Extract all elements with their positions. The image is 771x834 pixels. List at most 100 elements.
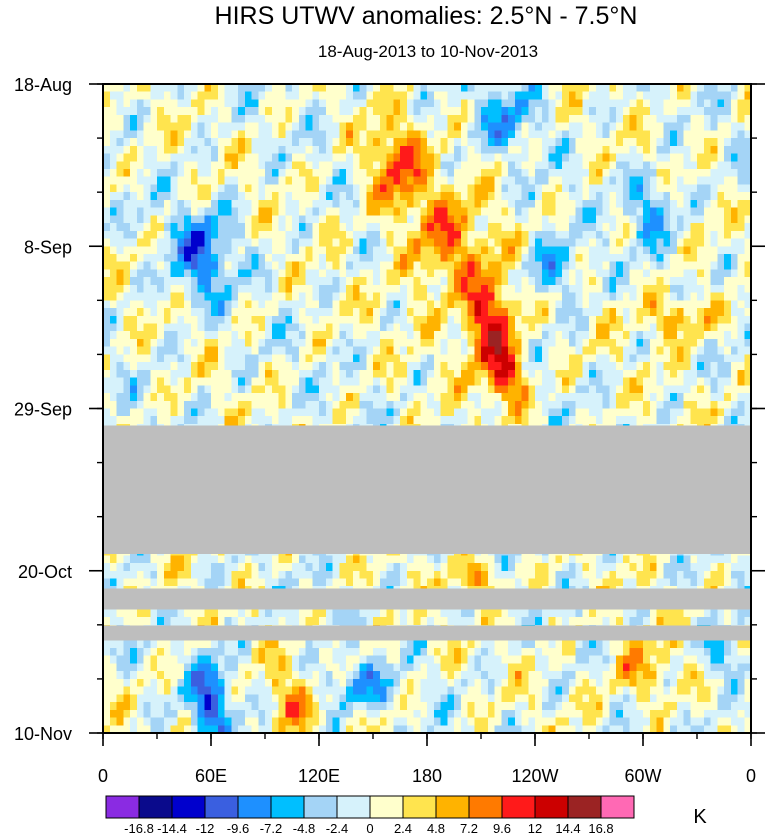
heatmap-cell	[656, 300, 664, 309]
heatmap-cell	[703, 377, 712, 386]
heatmap-cell	[454, 377, 462, 386]
heatmap-cell	[238, 230, 246, 240]
heatmap-cell	[292, 192, 300, 201]
heatmap-cell	[460, 168, 469, 178]
heatmap-cell	[420, 199, 428, 209]
heatmap-cell	[305, 153, 313, 162]
heatmap-cell	[562, 323, 570, 332]
heatmap-cell	[413, 338, 421, 348]
heatmap-cell	[616, 300, 624, 309]
heatmap-cell	[197, 261, 205, 271]
heatmap-cell	[143, 246, 151, 255]
heatmap-cell	[433, 199, 442, 209]
heatmap-cell	[427, 292, 435, 301]
heatmap-cell	[359, 99, 367, 108]
heatmap-cell	[386, 308, 394, 317]
heatmap-cell	[332, 346, 340, 356]
heatmap-cell	[271, 385, 280, 394]
heatmap-cell	[332, 323, 340, 332]
heatmap-cell	[589, 400, 597, 410]
heatmap-cell	[305, 300, 313, 309]
heatmap-cell	[460, 277, 469, 286]
heatmap-cell	[271, 300, 280, 309]
heatmap-cell	[325, 377, 334, 386]
heatmap-cell	[562, 176, 570, 186]
heatmap-cell	[278, 223, 286, 232]
heatmap-cell	[562, 416, 570, 425]
heatmap-cell	[197, 199, 205, 209]
heatmap-cell	[730, 207, 739, 216]
heatmap-cell	[582, 308, 590, 317]
heatmap-cell	[352, 145, 361, 155]
heatmap-cell	[548, 261, 556, 271]
heatmap-cell	[474, 308, 482, 317]
heatmap-cell	[150, 346, 158, 356]
heatmap-cell	[400, 122, 408, 131]
heatmap-cell	[204, 323, 212, 332]
heatmap-cell	[717, 277, 725, 286]
heatmap-cell	[568, 385, 577, 394]
heatmap-cell	[204, 269, 212, 278]
heatmap-cell	[730, 362, 739, 371]
heatmap-cell	[508, 346, 516, 356]
heatmap-cell	[136, 192, 145, 201]
heatmap-cell	[204, 331, 212, 340]
heatmap-cell	[265, 91, 273, 101]
heatmap-cell	[663, 246, 671, 255]
heatmap-cell	[150, 308, 158, 317]
heatmap-cell	[157, 107, 165, 116]
heatmap-cell	[562, 315, 570, 325]
heatmap-cell	[521, 223, 529, 232]
heatmap-cell	[103, 184, 111, 193]
heatmap-cell	[528, 130, 536, 139]
heatmap-cell	[622, 130, 631, 139]
heatmap-cell	[562, 84, 570, 93]
heatmap-cell	[359, 207, 367, 216]
heatmap-cell	[474, 315, 482, 325]
heatmap-cell	[744, 161, 752, 170]
heatmap-cell	[433, 408, 442, 417]
heatmap-cell	[670, 369, 678, 379]
heatmap-cell	[373, 269, 381, 278]
heatmap-cell	[386, 153, 394, 162]
heatmap-cell	[265, 300, 273, 309]
heatmap-cell	[413, 114, 421, 124]
heatmap-cell	[190, 323, 199, 332]
heatmap-cell	[555, 138, 563, 147]
heatmap-cell	[555, 377, 563, 386]
heatmap-cell	[528, 107, 536, 116]
heatmap-cell	[737, 269, 745, 278]
heatmap-cell	[744, 323, 752, 332]
heatmap-cell	[386, 99, 394, 108]
heatmap-cell	[474, 323, 482, 332]
heatmap-cell	[352, 238, 361, 247]
heatmap-cell	[508, 284, 516, 294]
heatmap-cell	[528, 253, 536, 263]
heatmap-cell	[251, 192, 259, 201]
heatmap-cell	[103, 362, 111, 371]
heatmap-cell	[521, 207, 529, 216]
heatmap-cell	[271, 346, 280, 356]
heatmap-cell	[312, 199, 320, 209]
heatmap-cell	[116, 122, 124, 131]
heatmap-cell	[163, 369, 172, 379]
heatmap-cell	[744, 261, 752, 271]
heatmap-cell	[535, 161, 543, 170]
heatmap-cell	[204, 369, 212, 379]
heatmap-cell	[420, 308, 428, 317]
heatmap-cell	[460, 238, 469, 247]
heatmap-cell	[535, 300, 543, 309]
heatmap-cell	[130, 369, 138, 379]
heatmap-cell	[292, 215, 300, 224]
heatmap-cell	[501, 223, 509, 232]
heatmap-cell	[521, 261, 529, 271]
heatmap-cell	[568, 253, 577, 263]
heatmap-cell	[413, 130, 421, 139]
heatmap-cell	[568, 184, 577, 193]
heatmap-cell	[136, 400, 145, 410]
heatmap-cell	[447, 99, 455, 108]
heatmap-cell	[150, 400, 158, 410]
heatmap-cell	[211, 377, 219, 386]
heatmap-cell	[663, 377, 671, 386]
heatmap-cell	[325, 246, 334, 255]
